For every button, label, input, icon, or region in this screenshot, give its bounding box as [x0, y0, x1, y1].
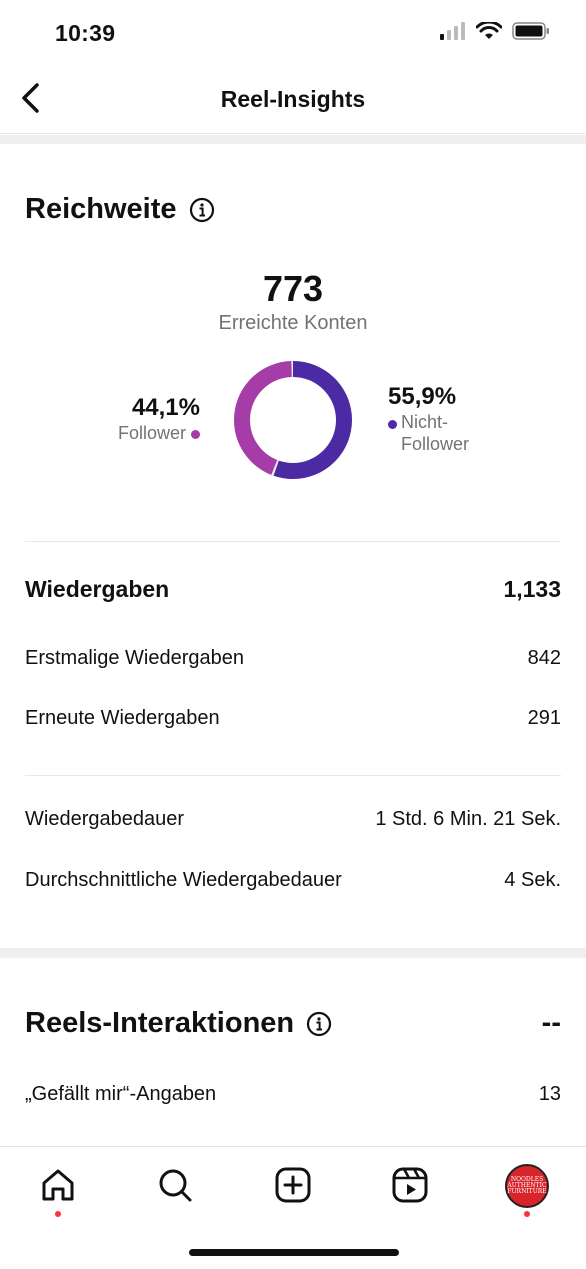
replays-label: Erneute Wiedergaben: [25, 707, 220, 729]
tab-reels[interactable]: [390, 1165, 430, 1205]
plays-breakdown-row: Erstmalige Wiedergaben 842: [25, 647, 561, 670]
plays-total-row: Wiedergaben 1,133: [25, 576, 561, 603]
profile-avatar[interactable]: NOODLES AUTHENTIC FURNITURE: [505, 1164, 549, 1208]
divider: [25, 541, 561, 542]
tab-search[interactable]: [155, 1165, 195, 1205]
followers-dot: [191, 429, 200, 439]
plays-breakdown-row: Erneute Wiedergaben 291: [25, 707, 561, 730]
divider: [25, 775, 561, 776]
home-icon: [42, 1169, 74, 1201]
accounts-reached-label: Erreichte Konten: [218, 312, 368, 334]
non-followers-label-line1: Nicht-: [401, 412, 449, 432]
status-bar: 10:39: [0, 0, 586, 68]
watch-time-value: 1 Std. 6 Min. 21 Sek.: [375, 808, 561, 830]
avatar-text-line1: NOODLES: [510, 1176, 544, 1183]
status-time: 10:39: [55, 20, 116, 46]
likes-value: 13: [538, 1083, 561, 1105]
watch-time-row: Wiedergabedauer 1 Std. 6 Min. 21 Sek.: [25, 808, 561, 831]
home-notification-dot: [55, 1211, 61, 1217]
replays-value: 291: [527, 707, 561, 729]
plays-value: 1,133: [503, 576, 561, 602]
initial-plays-value: 842: [527, 647, 561, 669]
tab-home[interactable]: [38, 1165, 78, 1205]
home-indicator: [189, 1249, 399, 1256]
accounts-reached-value: 773: [262, 268, 324, 309]
plays-label: Wiedergaben: [25, 576, 170, 602]
avatar-text-line3: FURNITURE: [507, 1188, 547, 1195]
watch-time-label: Wiedergabedauer: [25, 808, 184, 830]
likes-row: „Gefällt mir“-Angaben 13: [25, 1083, 561, 1106]
page-title: Reel-Insights: [220, 86, 366, 112]
status-icons: [440, 22, 550, 40]
initial-plays-label: Erstmalige Wiedergaben: [25, 647, 244, 669]
reach-section-title: Reichweite: [25, 193, 215, 226]
interactions-section-title: Reels-Interaktionen: [25, 1007, 332, 1040]
non-followers-label-row: Nicht- Follower: [388, 411, 508, 455]
reach-title: Reichweite: [25, 193, 177, 225]
avatar-text-line2: AUTHENTIC: [507, 1182, 547, 1189]
non-followers-label-line2: Follower: [401, 434, 470, 454]
non-followers-legend: 55,9% Nicht- Follower: [388, 383, 508, 455]
info-icon[interactable]: [306, 1011, 332, 1037]
battery-icon: [512, 22, 549, 40]
donut-segment-non-followers: [234, 361, 352, 479]
followers-label: Follower: [117, 423, 186, 443]
info-icon[interactable]: [189, 197, 215, 223]
search-icon: [159, 1169, 192, 1202]
avg-watch-time-value: 4 Sek.: [504, 869, 561, 891]
followers-legend: 44,1% Follower: [80, 394, 200, 444]
reels-icon: [392, 1167, 428, 1203]
interactions-title: Reels-Interaktionen: [25, 1007, 295, 1039]
non-followers-percent: 55,9%: [388, 383, 457, 410]
avg-watch-time-row: Durchschnittliche Wiedergabedauer 4 Sek.: [25, 869, 561, 892]
chevron-left-icon: [22, 83, 39, 113]
followers-percent: 44,1%: [131, 394, 200, 421]
section-separator: [0, 135, 586, 144]
signal-icon: [440, 22, 465, 40]
profile-notification-dot: [524, 1211, 530, 1217]
back-button[interactable]: [10, 78, 50, 118]
likes-label: „Gefällt mir“-Angaben: [25, 1083, 217, 1105]
nav-header: Reel-Insights: [0, 68, 586, 134]
non-followers-label: Nicht- Follower: [401, 411, 469, 455]
section-separator: [0, 948, 586, 958]
donut-segment-followers: [234, 361, 352, 479]
create-icon: [275, 1167, 311, 1203]
followers-label-row: Follower: [80, 422, 200, 444]
interactions-value: --: [541, 1007, 561, 1039]
bottom-tab-bar: NOODLES AUTHENTIC FURNITURE: [0, 1146, 586, 1269]
audience-donut-chart: [234, 361, 352, 479]
non-followers-dot: [388, 420, 397, 429]
tab-create[interactable]: [273, 1165, 313, 1205]
wifi-icon: [476, 22, 502, 39]
avg-watch-time-label: Durchschnittliche Wiedergabedauer: [25, 869, 342, 891]
